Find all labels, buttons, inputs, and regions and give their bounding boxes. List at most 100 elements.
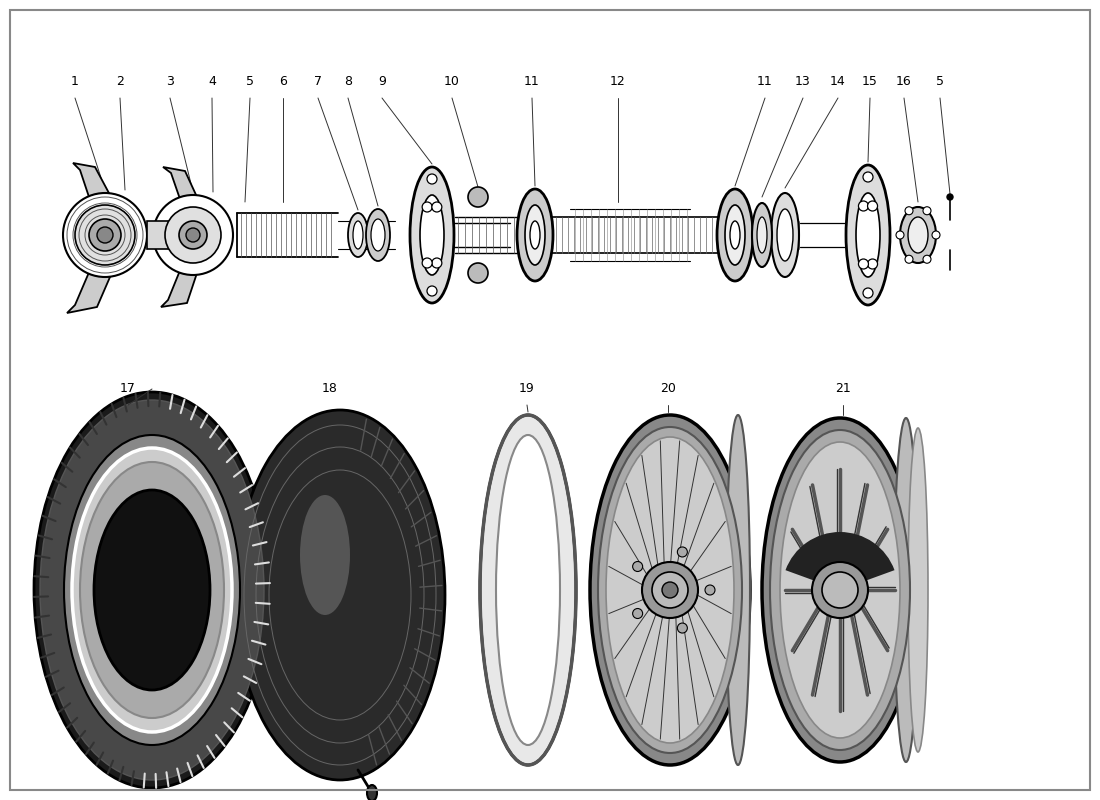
Circle shape (678, 547, 688, 557)
Ellipse shape (72, 448, 232, 732)
Ellipse shape (762, 418, 918, 762)
Ellipse shape (777, 209, 793, 261)
Ellipse shape (367, 785, 377, 800)
Ellipse shape (726, 415, 750, 765)
Ellipse shape (757, 217, 767, 253)
Text: 8: 8 (344, 75, 352, 88)
Ellipse shape (606, 437, 734, 743)
Text: 2: 2 (117, 75, 124, 88)
Ellipse shape (717, 189, 754, 281)
Polygon shape (67, 270, 110, 313)
Text: 9: 9 (378, 75, 386, 88)
Circle shape (923, 206, 931, 214)
Ellipse shape (468, 187, 488, 207)
Circle shape (868, 259, 878, 269)
Circle shape (905, 255, 913, 263)
Ellipse shape (725, 205, 745, 265)
Ellipse shape (856, 193, 880, 277)
Text: 19: 19 (519, 382, 535, 395)
Text: 13: 13 (795, 75, 811, 88)
Text: 4: 4 (208, 75, 216, 88)
Circle shape (896, 231, 904, 239)
Ellipse shape (410, 167, 454, 303)
Circle shape (97, 227, 113, 243)
Circle shape (705, 585, 715, 595)
Circle shape (432, 258, 442, 268)
Ellipse shape (179, 221, 207, 249)
Polygon shape (73, 163, 110, 200)
Text: 1: 1 (72, 75, 79, 88)
Ellipse shape (770, 430, 910, 750)
Ellipse shape (94, 490, 210, 690)
Text: 10: 10 (444, 75, 460, 88)
Circle shape (858, 259, 869, 269)
Polygon shape (163, 167, 197, 202)
Ellipse shape (530, 221, 540, 249)
Circle shape (422, 202, 432, 212)
Text: 11: 11 (757, 75, 773, 88)
Text: 7: 7 (314, 75, 322, 88)
Ellipse shape (63, 193, 147, 277)
Bar (147, 221, 175, 249)
Text: 5: 5 (246, 75, 254, 88)
Circle shape (662, 582, 678, 598)
Circle shape (868, 201, 878, 211)
Text: 11: 11 (524, 75, 540, 88)
Circle shape (905, 206, 913, 214)
Ellipse shape (348, 213, 369, 257)
Ellipse shape (300, 495, 350, 615)
Circle shape (923, 255, 931, 263)
Ellipse shape (366, 209, 390, 261)
Ellipse shape (165, 207, 221, 263)
Ellipse shape (590, 415, 750, 765)
Ellipse shape (64, 435, 240, 745)
Text: 6: 6 (279, 75, 287, 88)
Circle shape (432, 202, 442, 212)
Text: 5: 5 (936, 75, 944, 88)
Circle shape (186, 228, 200, 242)
Text: 12: 12 (610, 75, 626, 88)
Text: 16: 16 (896, 75, 912, 88)
Ellipse shape (353, 221, 363, 249)
Circle shape (858, 201, 869, 211)
Circle shape (632, 562, 642, 571)
Ellipse shape (908, 428, 928, 752)
Ellipse shape (598, 427, 743, 753)
Ellipse shape (846, 165, 890, 305)
Ellipse shape (75, 205, 135, 265)
Circle shape (632, 609, 642, 618)
Text: 15: 15 (862, 75, 878, 88)
Text: 18: 18 (322, 382, 338, 395)
Ellipse shape (771, 193, 799, 277)
Circle shape (822, 572, 858, 608)
Ellipse shape (900, 207, 936, 263)
Ellipse shape (34, 392, 270, 788)
Circle shape (427, 174, 437, 184)
Ellipse shape (153, 195, 233, 275)
Ellipse shape (89, 219, 121, 251)
Circle shape (947, 194, 953, 200)
Circle shape (642, 562, 698, 618)
Ellipse shape (80, 462, 224, 718)
Text: 20: 20 (660, 382, 675, 395)
Ellipse shape (480, 415, 576, 765)
Ellipse shape (908, 217, 928, 253)
Ellipse shape (730, 221, 740, 249)
Circle shape (427, 286, 437, 296)
Ellipse shape (517, 189, 553, 281)
Circle shape (864, 172, 873, 182)
Ellipse shape (40, 400, 264, 780)
Circle shape (678, 623, 688, 633)
Polygon shape (161, 268, 197, 307)
Ellipse shape (780, 442, 900, 738)
Circle shape (812, 562, 868, 618)
Text: 14: 14 (830, 75, 846, 88)
Ellipse shape (752, 203, 772, 267)
Circle shape (652, 572, 688, 608)
Ellipse shape (420, 195, 444, 275)
Text: 3: 3 (166, 75, 174, 88)
Ellipse shape (894, 418, 918, 762)
Ellipse shape (496, 435, 560, 745)
Ellipse shape (525, 205, 544, 265)
Wedge shape (785, 532, 894, 590)
